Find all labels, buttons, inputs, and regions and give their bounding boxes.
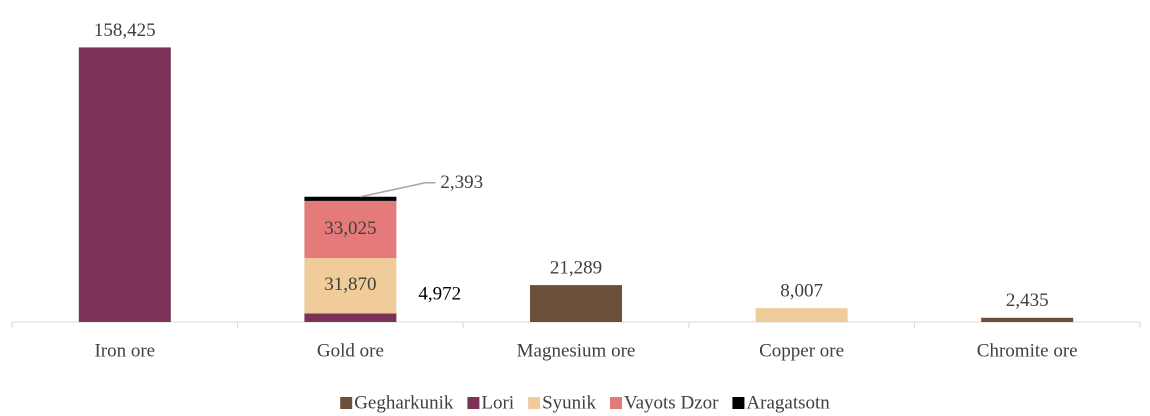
bar-segment — [304, 200, 397, 259]
data-label: 2,435 — [1006, 290, 1049, 311]
legend-swatch — [467, 397, 480, 409]
legend-label: Vayots Dzor — [624, 392, 719, 413]
bar-segment — [304, 196, 397, 201]
legend-label: Lori — [481, 392, 514, 413]
bar-segment — [304, 258, 397, 314]
data-label: 4,972 — [418, 284, 461, 305]
data-label: 2,393 — [440, 172, 483, 193]
data-label: 31,870 — [324, 274, 376, 295]
x-tick-label: Copper ore — [759, 340, 844, 361]
bar-segment — [78, 47, 171, 322]
x-tick-label: Chromite ore — [977, 340, 1078, 361]
bar-segment — [755, 308, 848, 322]
bar-segment — [981, 317, 1074, 322]
x-tick-label: Magnesium ore — [517, 340, 636, 361]
data-label: 158,425 — [94, 20, 156, 41]
x-tick-label: Iron ore — [94, 340, 155, 361]
legend-label: Aragatsotn — [746, 392, 830, 413]
x-tick-label: Gold ore — [317, 340, 384, 361]
bar-segment — [304, 313, 397, 322]
legend-swatch — [732, 397, 745, 409]
legend-label: Syunik — [542, 392, 596, 413]
data-label: 33,025 — [324, 218, 376, 239]
data-label: 8,007 — [780, 280, 823, 301]
legend-swatch — [609, 397, 622, 409]
legend-label: Gegharkunik — [354, 392, 454, 413]
data-label: 21,289 — [550, 257, 602, 278]
bar-segment — [530, 285, 622, 322]
legend-swatch — [528, 397, 541, 409]
leader-line — [360, 181, 436, 198]
legend-swatch — [340, 397, 353, 409]
